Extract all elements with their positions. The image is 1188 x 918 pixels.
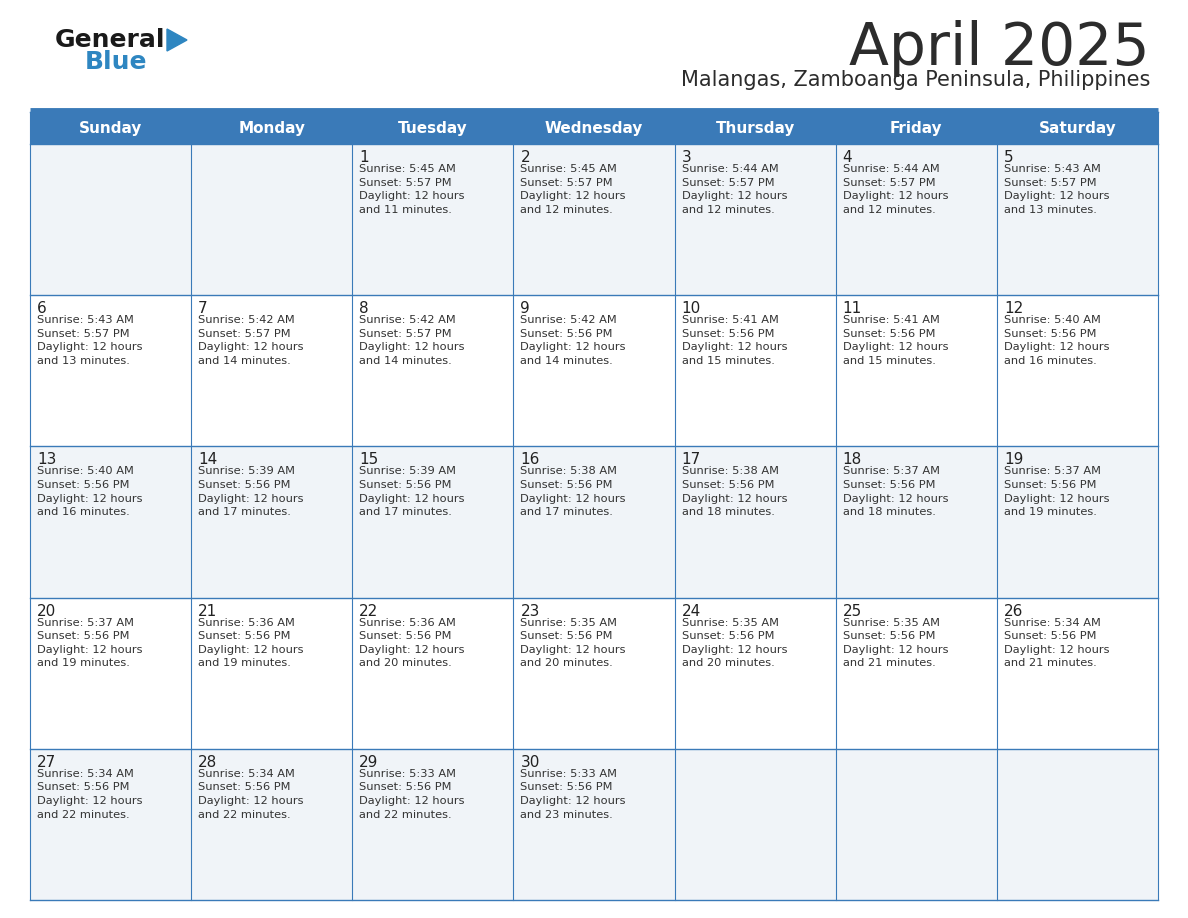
Text: Sunrise: 5:34 AM
Sunset: 5:56 PM
Daylight: 12 hours
and 22 minutes.: Sunrise: 5:34 AM Sunset: 5:56 PM Dayligh… [37,768,143,820]
Text: 21: 21 [198,604,217,619]
Text: 26: 26 [1004,604,1023,619]
Text: Sunrise: 5:40 AM
Sunset: 5:56 PM
Daylight: 12 hours
and 16 minutes.: Sunrise: 5:40 AM Sunset: 5:56 PM Dayligh… [1004,315,1110,366]
Text: Blue: Blue [86,50,147,74]
Text: 13: 13 [37,453,56,467]
Text: 10: 10 [682,301,701,316]
Text: 27: 27 [37,755,56,770]
Text: 24: 24 [682,604,701,619]
Text: 4: 4 [842,150,852,165]
Text: Sunrise: 5:41 AM
Sunset: 5:56 PM
Daylight: 12 hours
and 15 minutes.: Sunrise: 5:41 AM Sunset: 5:56 PM Dayligh… [682,315,788,366]
Bar [30,749,1158,900]
Text: 19: 19 [1004,453,1023,467]
Text: Sunrise: 5:35 AM
Sunset: 5:56 PM
Daylight: 12 hours
and 20 minutes.: Sunrise: 5:35 AM Sunset: 5:56 PM Dayligh… [520,618,626,668]
Text: Sunrise: 5:44 AM
Sunset: 5:57 PM
Daylight: 12 hours
and 12 minutes.: Sunrise: 5:44 AM Sunset: 5:57 PM Dayligh… [682,164,788,215]
Text: Sunrise: 5:44 AM
Sunset: 5:57 PM
Daylight: 12 hours
and 12 minutes.: Sunrise: 5:44 AM Sunset: 5:57 PM Dayligh… [842,164,948,215]
Text: 9: 9 [520,301,530,316]
Text: Sunrise: 5:38 AM
Sunset: 5:56 PM
Daylight: 12 hours
and 17 minutes.: Sunrise: 5:38 AM Sunset: 5:56 PM Dayligh… [520,466,626,517]
Text: Sunrise: 5:34 AM
Sunset: 5:56 PM
Daylight: 12 hours
and 22 minutes.: Sunrise: 5:34 AM Sunset: 5:56 PM Dayligh… [198,768,304,820]
Text: 12: 12 [1004,301,1023,316]
Text: 29: 29 [359,755,379,770]
Text: Sunrise: 5:35 AM
Sunset: 5:56 PM
Daylight: 12 hours
and 20 minutes.: Sunrise: 5:35 AM Sunset: 5:56 PM Dayligh… [682,618,788,668]
Text: Sunrise: 5:42 AM
Sunset: 5:57 PM
Daylight: 12 hours
and 14 minutes.: Sunrise: 5:42 AM Sunset: 5:57 PM Dayligh… [198,315,304,366]
Text: Sunrise: 5:36 AM
Sunset: 5:56 PM
Daylight: 12 hours
and 19 minutes.: Sunrise: 5:36 AM Sunset: 5:56 PM Dayligh… [198,618,304,668]
Text: Saturday: Saturday [1038,120,1117,136]
Text: Monday: Monday [239,120,305,136]
Text: 16: 16 [520,453,539,467]
Text: Thursday: Thursday [715,120,795,136]
Text: 14: 14 [198,453,217,467]
Text: Sunrise: 5:33 AM
Sunset: 5:56 PM
Daylight: 12 hours
and 23 minutes.: Sunrise: 5:33 AM Sunset: 5:56 PM Dayligh… [520,768,626,820]
Text: Sunrise: 5:41 AM
Sunset: 5:56 PM
Daylight: 12 hours
and 15 minutes.: Sunrise: 5:41 AM Sunset: 5:56 PM Dayligh… [842,315,948,366]
Polygon shape [168,29,187,51]
Text: Sunrise: 5:40 AM
Sunset: 5:56 PM
Daylight: 12 hours
and 16 minutes.: Sunrise: 5:40 AM Sunset: 5:56 PM Dayligh… [37,466,143,517]
Text: Sunrise: 5:42 AM
Sunset: 5:57 PM
Daylight: 12 hours
and 14 minutes.: Sunrise: 5:42 AM Sunset: 5:57 PM Dayligh… [359,315,465,366]
Text: Sunrise: 5:45 AM
Sunset: 5:57 PM
Daylight: 12 hours
and 11 minutes.: Sunrise: 5:45 AM Sunset: 5:57 PM Dayligh… [359,164,465,215]
Text: Sunrise: 5:35 AM
Sunset: 5:56 PM
Daylight: 12 hours
and 21 minutes.: Sunrise: 5:35 AM Sunset: 5:56 PM Dayligh… [842,618,948,668]
Text: Sunrise: 5:39 AM
Sunset: 5:56 PM
Daylight: 12 hours
and 17 minutes.: Sunrise: 5:39 AM Sunset: 5:56 PM Dayligh… [359,466,465,517]
Bar [30,296,1158,446]
Text: Friday: Friday [890,120,942,136]
Text: 8: 8 [359,301,369,316]
Text: 5: 5 [1004,150,1013,165]
Text: Sunrise: 5:37 AM
Sunset: 5:56 PM
Daylight: 12 hours
and 19 minutes.: Sunrise: 5:37 AM Sunset: 5:56 PM Dayligh… [37,618,143,668]
Text: Sunrise: 5:37 AM
Sunset: 5:56 PM
Daylight: 12 hours
and 18 minutes.: Sunrise: 5:37 AM Sunset: 5:56 PM Dayligh… [842,466,948,517]
Text: Wednesday: Wednesday [545,120,643,136]
Text: 6: 6 [37,301,46,316]
Text: Sunrise: 5:43 AM
Sunset: 5:57 PM
Daylight: 12 hours
and 13 minutes.: Sunrise: 5:43 AM Sunset: 5:57 PM Dayligh… [37,315,143,366]
Text: Sunrise: 5:38 AM
Sunset: 5:56 PM
Daylight: 12 hours
and 18 minutes.: Sunrise: 5:38 AM Sunset: 5:56 PM Dayligh… [682,466,788,517]
Text: Sunrise: 5:43 AM
Sunset: 5:57 PM
Daylight: 12 hours
and 13 minutes.: Sunrise: 5:43 AM Sunset: 5:57 PM Dayligh… [1004,164,1110,215]
Text: 17: 17 [682,453,701,467]
Text: 18: 18 [842,453,862,467]
Text: Sunrise: 5:36 AM
Sunset: 5:56 PM
Daylight: 12 hours
and 20 minutes.: Sunrise: 5:36 AM Sunset: 5:56 PM Dayligh… [359,618,465,668]
Text: Sunrise: 5:37 AM
Sunset: 5:56 PM
Daylight: 12 hours
and 19 minutes.: Sunrise: 5:37 AM Sunset: 5:56 PM Dayligh… [1004,466,1110,517]
Text: 28: 28 [198,755,217,770]
Bar [30,112,1158,144]
Text: 15: 15 [359,453,379,467]
Text: Sunrise: 5:42 AM
Sunset: 5:56 PM
Daylight: 12 hours
and 14 minutes.: Sunrise: 5:42 AM Sunset: 5:56 PM Dayligh… [520,315,626,366]
Text: April 2025: April 2025 [849,20,1150,77]
Bar [30,598,1158,749]
Text: 30: 30 [520,755,539,770]
Text: 25: 25 [842,604,862,619]
Text: Sunrise: 5:34 AM
Sunset: 5:56 PM
Daylight: 12 hours
and 21 minutes.: Sunrise: 5:34 AM Sunset: 5:56 PM Dayligh… [1004,618,1110,668]
Text: Sunrise: 5:39 AM
Sunset: 5:56 PM
Daylight: 12 hours
and 17 minutes.: Sunrise: 5:39 AM Sunset: 5:56 PM Dayligh… [198,466,304,517]
Text: Malangas, Zamboanga Peninsula, Philippines: Malangas, Zamboanga Peninsula, Philippin… [681,70,1150,90]
Text: Tuesday: Tuesday [398,120,468,136]
Text: 2: 2 [520,150,530,165]
Bar [30,446,1158,598]
Text: 3: 3 [682,150,691,165]
Text: Sunrise: 5:45 AM
Sunset: 5:57 PM
Daylight: 12 hours
and 12 minutes.: Sunrise: 5:45 AM Sunset: 5:57 PM Dayligh… [520,164,626,215]
Text: 11: 11 [842,301,862,316]
Text: 1: 1 [359,150,369,165]
Text: 23: 23 [520,604,539,619]
Text: General: General [55,28,165,52]
Bar [30,144,1158,296]
Text: 7: 7 [198,301,208,316]
Text: Sunday: Sunday [78,120,143,136]
Text: 22: 22 [359,604,379,619]
Text: 20: 20 [37,604,56,619]
Text: Sunrise: 5:33 AM
Sunset: 5:56 PM
Daylight: 12 hours
and 22 minutes.: Sunrise: 5:33 AM Sunset: 5:56 PM Dayligh… [359,768,465,820]
